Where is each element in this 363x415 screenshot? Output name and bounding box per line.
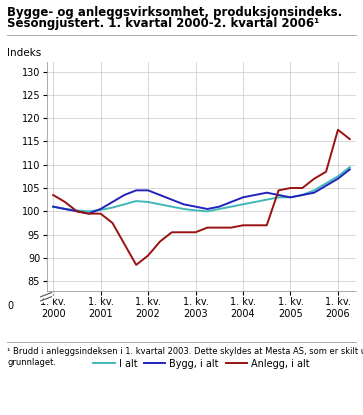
I alt: [300, 193, 305, 198]
Anlegg, i alt: [182, 230, 186, 235]
I alt: [63, 207, 67, 212]
I alt: [253, 200, 257, 205]
Bygg, i alt: [324, 183, 328, 188]
Bygg, i alt: [122, 193, 127, 198]
Bygg, i alt: [86, 211, 91, 216]
Anlegg, i alt: [158, 239, 162, 244]
Anlegg, i alt: [170, 230, 174, 235]
Anlegg, i alt: [348, 137, 352, 142]
I alt: [86, 209, 91, 214]
Bygg, i alt: [265, 190, 269, 195]
I alt: [288, 195, 293, 200]
I alt: [241, 202, 245, 207]
Bygg, i alt: [75, 209, 79, 214]
I alt: [193, 208, 198, 213]
Anlegg, i alt: [300, 186, 305, 190]
Bygg, i alt: [300, 193, 305, 198]
Anlegg, i alt: [205, 225, 209, 230]
Bygg, i alt: [98, 207, 103, 212]
Line: Anlegg, i alt: Anlegg, i alt: [53, 130, 350, 265]
Bygg, i alt: [312, 190, 317, 195]
Bygg, i alt: [336, 176, 340, 181]
I alt: [134, 198, 138, 203]
Line: Bygg, i alt: Bygg, i alt: [53, 169, 350, 214]
I alt: [336, 174, 340, 179]
Anlegg, i alt: [312, 176, 317, 181]
I alt: [75, 208, 79, 213]
Bygg, i alt: [63, 207, 67, 212]
I alt: [182, 207, 186, 212]
I alt: [122, 202, 127, 207]
Anlegg, i alt: [229, 225, 233, 230]
Bygg, i alt: [229, 200, 233, 205]
Bygg, i alt: [146, 188, 150, 193]
Anlegg, i alt: [253, 223, 257, 228]
Bygg, i alt: [253, 193, 257, 198]
Text: ¹ Brudd i anleggsindeksen i 1. kvartal 2003. Dette skyldes at Mesta AS, som er s: ¹ Brudd i anleggsindeksen i 1. kvartal 2…: [7, 347, 363, 366]
Bygg, i alt: [134, 188, 138, 193]
Legend: I alt, Bygg, i alt, Anlegg, i alt: I alt, Bygg, i alt, Anlegg, i alt: [89, 355, 314, 373]
I alt: [110, 205, 115, 210]
I alt: [170, 204, 174, 209]
I alt: [324, 181, 328, 186]
Anlegg, i alt: [277, 188, 281, 193]
Anlegg, i alt: [51, 193, 55, 198]
Anlegg, i alt: [241, 223, 245, 228]
Bygg, i alt: [51, 204, 55, 209]
Bygg, i alt: [182, 202, 186, 207]
Text: 0: 0: [7, 301, 13, 311]
Bygg, i alt: [241, 195, 245, 200]
Line: I alt: I alt: [53, 167, 350, 211]
Bygg, i alt: [110, 200, 115, 205]
Text: Indeks: Indeks: [7, 48, 41, 58]
Bygg, i alt: [277, 193, 281, 198]
Anlegg, i alt: [110, 220, 115, 225]
Anlegg, i alt: [134, 262, 138, 267]
I alt: [98, 208, 103, 212]
Anlegg, i alt: [336, 127, 340, 132]
Anlegg, i alt: [288, 186, 293, 190]
I alt: [265, 197, 269, 202]
Bygg, i alt: [348, 167, 352, 172]
Anlegg, i alt: [324, 169, 328, 174]
I alt: [312, 188, 317, 193]
Text: Sesongjustert. 1. kvartal 2000-2. kvartal 2006¹: Sesongjustert. 1. kvartal 2000-2. kvarta…: [7, 17, 319, 30]
Anlegg, i alt: [217, 225, 221, 230]
Anlegg, i alt: [265, 223, 269, 228]
I alt: [348, 165, 352, 170]
Anlegg, i alt: [75, 209, 79, 214]
I alt: [277, 195, 281, 200]
Anlegg, i alt: [193, 230, 198, 235]
Bygg, i alt: [205, 207, 209, 212]
Bygg, i alt: [158, 193, 162, 198]
I alt: [229, 204, 233, 209]
I alt: [146, 200, 150, 205]
Bygg, i alt: [193, 204, 198, 209]
Bygg, i alt: [170, 197, 174, 202]
Anlegg, i alt: [122, 242, 127, 247]
I alt: [205, 209, 209, 214]
Text: Bygge- og anleggsvirksomhet, produksjonsindeks.: Bygge- og anleggsvirksomhet, produksjons…: [7, 6, 343, 19]
Anlegg, i alt: [63, 200, 67, 205]
Bygg, i alt: [288, 195, 293, 200]
Anlegg, i alt: [98, 211, 103, 216]
Anlegg, i alt: [86, 211, 91, 216]
I alt: [51, 204, 55, 209]
I alt: [217, 207, 221, 212]
I alt: [158, 202, 162, 207]
Bygg, i alt: [217, 204, 221, 209]
Anlegg, i alt: [146, 253, 150, 258]
